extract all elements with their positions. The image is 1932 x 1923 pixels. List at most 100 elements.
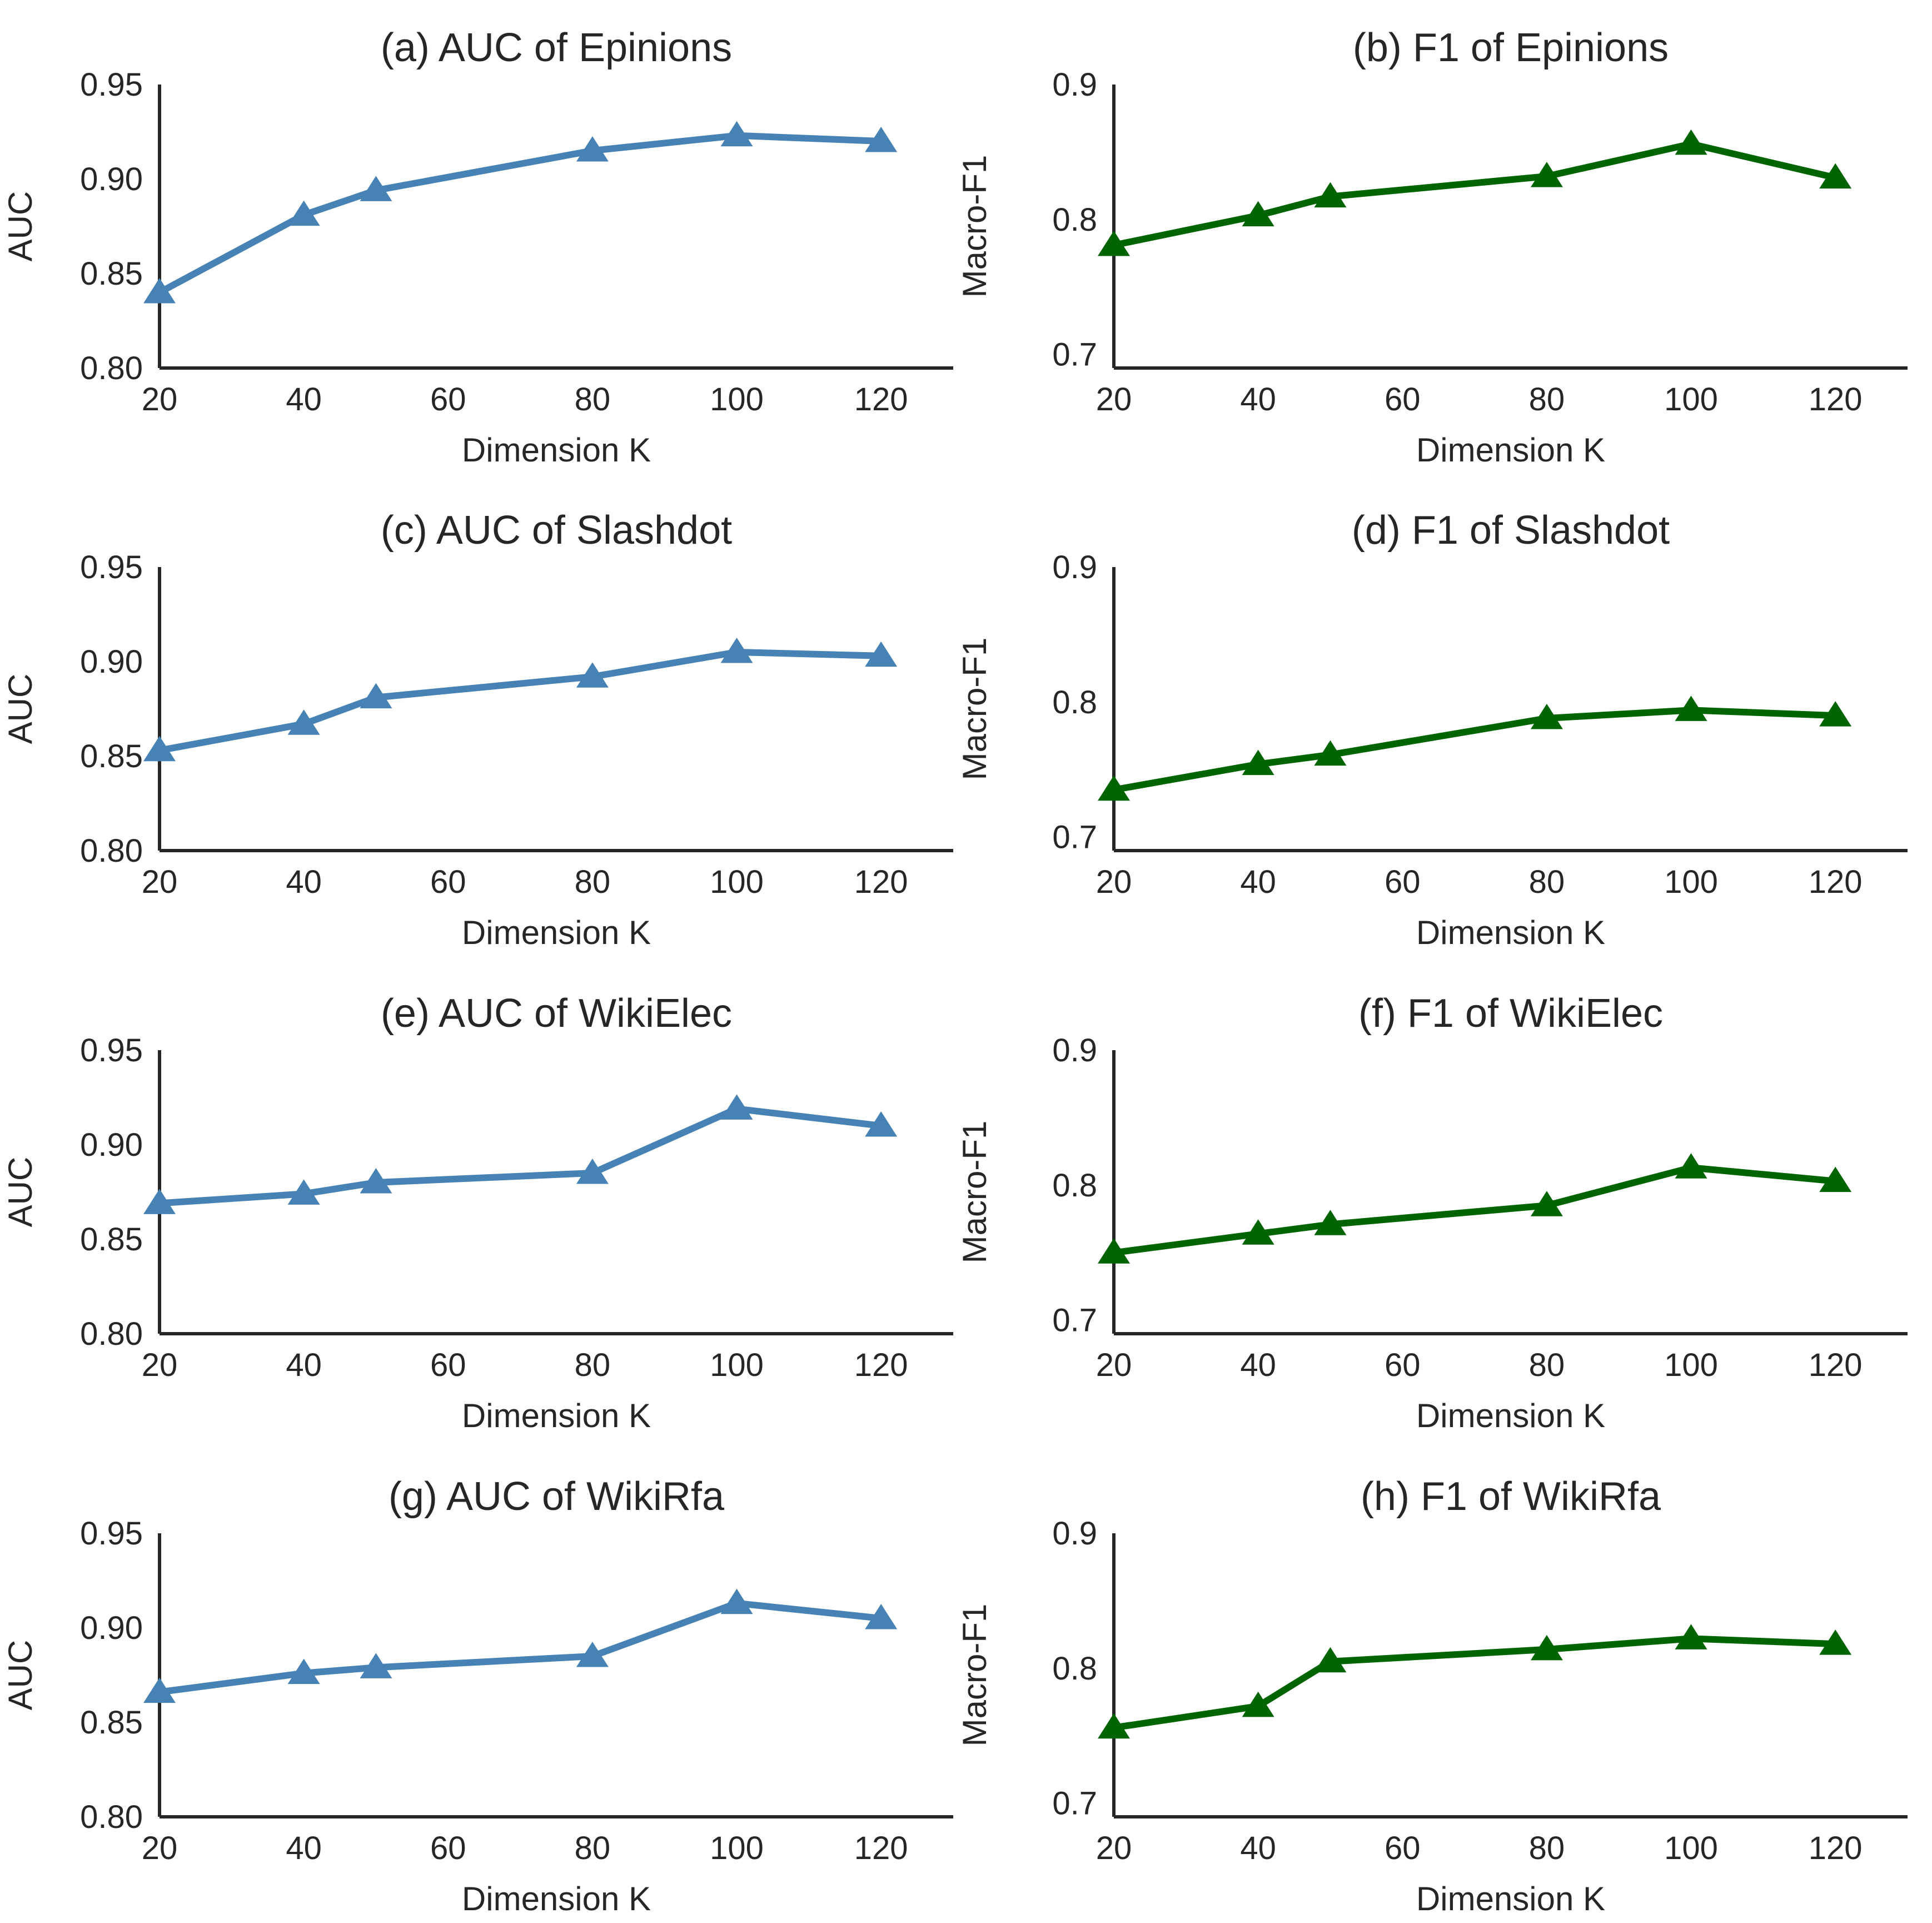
data-point-marker	[865, 1111, 898, 1137]
y-tick-label: 0.8	[1052, 1651, 1097, 1687]
x-tick-label: 80	[575, 864, 611, 900]
x-tick-label: 100	[710, 1347, 764, 1383]
data-point-marker	[1314, 1647, 1347, 1673]
x-tick-label: 80	[1529, 381, 1565, 418]
data-point-marker	[1242, 749, 1274, 776]
data-point-marker	[865, 1604, 898, 1629]
series-line	[156, 1599, 885, 1696]
data-point-marker	[1675, 1153, 1707, 1179]
data-point-marker	[1819, 701, 1852, 727]
x-axis-label: Dimension K	[1416, 914, 1605, 951]
y-axis-label: Macro-F1	[956, 638, 993, 781]
data-point-marker	[1098, 775, 1130, 801]
y-tick-label: 0.95	[80, 67, 143, 103]
y-tick-label: 0.9	[1052, 67, 1097, 103]
chart-panel-a: (a) AUC of Epinions 20 40 60 80 100 120 0.80 0.8…	[2, 26, 953, 469]
x-tick-label: 120	[1809, 1830, 1863, 1866]
data-point-marker	[576, 136, 609, 162]
x-tick-label: 120	[854, 1830, 908, 1866]
x-tick-label: 40	[1240, 1830, 1276, 1866]
y-axis-label: Macro-F1	[956, 1121, 993, 1264]
y-tick-label: 0.95	[80, 549, 143, 585]
data-point-marker	[1530, 1634, 1563, 1661]
x-tick-label: 20	[1096, 381, 1132, 418]
data-point-marker	[1675, 1624, 1707, 1649]
chart-panel-e: (e) AUC of WikiElec 20 40 60 80 100 120 0.80 0.8…	[2, 991, 953, 1434]
data-point-marker	[576, 1642, 609, 1667]
x-tick-label: 20	[142, 864, 178, 900]
y-tick-label: 0.95	[80, 1032, 143, 1069]
y-tick-label: 0.90	[80, 1127, 143, 1163]
y-tick-label: 0.95	[80, 1515, 143, 1552]
x-tick-label: 40	[286, 1347, 322, 1383]
data-point-marker	[720, 121, 753, 147]
data-point-marker	[1314, 182, 1347, 208]
y-tick-label: 0.85	[80, 256, 143, 292]
x-tick-label: 60	[430, 864, 466, 900]
x-tick-label: 40	[286, 1830, 322, 1866]
chart-panel-b: (b) F1 of Epinions 20 40 60 80 100 120 0.7 0.8 0.…	[956, 26, 1908, 469]
x-tick-label: 120	[1809, 381, 1863, 418]
x-tick-label: 80	[575, 381, 611, 418]
series-line	[1111, 1164, 1839, 1256]
data-point-marker	[1098, 1238, 1130, 1264]
x-axis-label: Dimension K	[462, 431, 651, 469]
y-tick-label: 0.9	[1052, 549, 1097, 585]
data-point-marker	[360, 1168, 392, 1194]
x-axis-label: Dimension K	[1416, 1397, 1605, 1434]
x-tick-label: 80	[575, 1830, 611, 1866]
x-tick-label: 20	[1096, 1347, 1132, 1383]
chart-title: (b) F1 of Epinions	[1353, 26, 1669, 70]
series-line	[156, 1105, 885, 1207]
x-axis-label: Dimension K	[1416, 431, 1605, 469]
x-tick-label: 100	[1664, 381, 1718, 418]
x-tick-label: 60	[1385, 1347, 1421, 1383]
y-axis-label: AUC	[2, 1157, 39, 1228]
y-tick-label: 0.7	[1052, 337, 1097, 373]
data-point-marker	[143, 278, 176, 304]
y-tick-label: 0.7	[1052, 1786, 1097, 1822]
y-axis-label: AUC	[2, 191, 39, 262]
x-axis-label: Dimension K	[462, 1397, 651, 1434]
x-tick-label: 100	[1664, 864, 1718, 900]
data-point-marker	[360, 683, 392, 709]
x-tick-label: 20	[142, 381, 178, 418]
data-point-marker	[865, 127, 898, 152]
x-tick-label: 80	[1529, 864, 1565, 900]
y-axis-label: AUC	[2, 1640, 39, 1711]
y-tick-label: 0.9	[1052, 1032, 1097, 1069]
series-line	[156, 649, 885, 754]
x-tick-label: 60	[1385, 864, 1421, 900]
x-tick-label: 80	[1529, 1830, 1565, 1866]
data-point-marker	[360, 176, 392, 201]
chart-title: (c) AUC of Slashdot	[381, 508, 732, 553]
y-tick-label: 0.90	[80, 161, 143, 197]
x-tick-label: 120	[854, 1347, 908, 1383]
data-point-marker	[1314, 740, 1347, 766]
x-tick-label: 120	[854, 381, 908, 418]
y-tick-label: 0.7	[1052, 819, 1097, 856]
y-tick-label: 0.85	[80, 1221, 143, 1258]
data-point-marker	[287, 200, 320, 226]
data-point-marker	[1675, 129, 1707, 155]
chart-panel-h: (h) F1 of WikiRfa 20 40 60 80 100 120 0.7 0.8 0.9…	[956, 1474, 1908, 1917]
chart-panel-f: (f) F1 of WikiElec 20 40 60 80 100 120 0.7 0.8 0.…	[956, 991, 1908, 1434]
y-axis-label: Macro-F1	[956, 155, 993, 298]
data-point-marker	[1530, 704, 1563, 729]
x-tick-label: 100	[1664, 1830, 1718, 1866]
data-point-marker	[720, 1588, 753, 1614]
y-tick-label: 0.90	[80, 1610, 143, 1646]
y-tick-label: 0.85	[80, 1705, 143, 1741]
x-tick-label: 120	[854, 864, 908, 900]
y-tick-label: 0.9	[1052, 1515, 1097, 1552]
y-tick-label: 0.8	[1052, 202, 1097, 238]
x-tick-label: 80	[575, 1347, 611, 1383]
x-tick-label: 20	[142, 1830, 178, 1866]
data-point-marker	[1675, 695, 1707, 721]
x-tick-label: 60	[1385, 1830, 1421, 1866]
data-point-marker	[143, 1677, 176, 1703]
data-point-marker	[143, 1189, 176, 1214]
data-point-marker	[1819, 1629, 1852, 1655]
series-line	[1111, 707, 1839, 793]
